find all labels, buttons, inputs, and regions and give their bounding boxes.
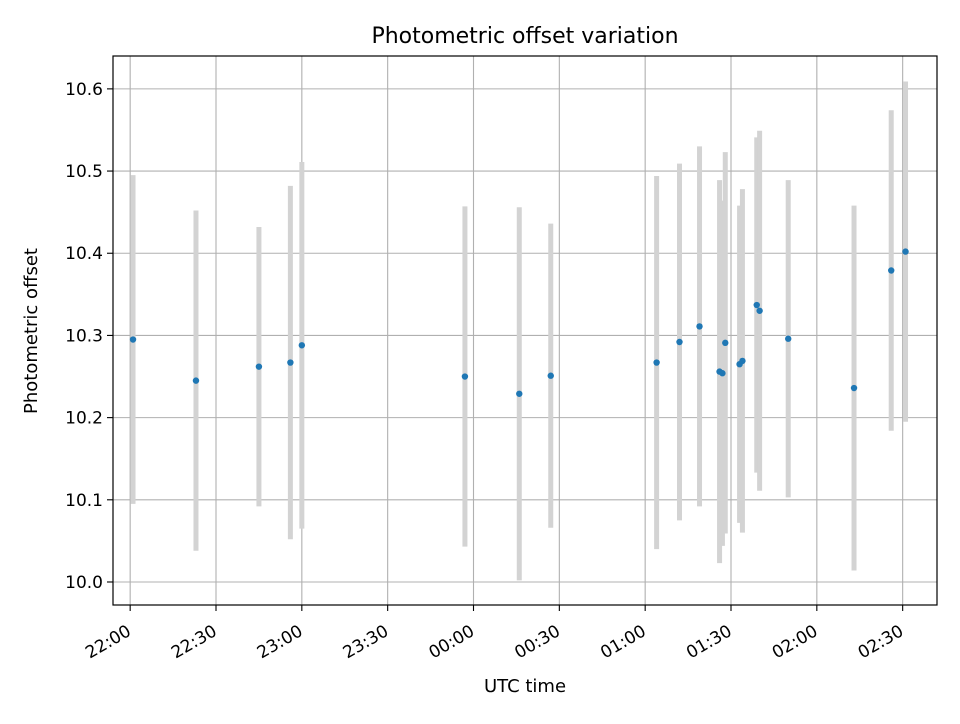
y-tick-label: 10.6 bbox=[65, 80, 103, 100]
data-point bbox=[255, 363, 263, 370]
data-point bbox=[696, 323, 703, 330]
data-point bbox=[129, 336, 137, 343]
data-point bbox=[547, 372, 554, 379]
y-axis-label: Photometric offset bbox=[21, 248, 42, 414]
chart-title: Photometric offset variation bbox=[371, 24, 678, 49]
data-point bbox=[785, 335, 792, 342]
data-point bbox=[739, 357, 746, 365]
y-tick-label: 10.1 bbox=[65, 491, 103, 511]
data-point bbox=[722, 339, 729, 347]
y-tick-label: 10.3 bbox=[65, 326, 103, 346]
y-tick-label: 10.5 bbox=[65, 162, 103, 182]
data-point bbox=[676, 338, 683, 346]
data-point bbox=[287, 359, 294, 366]
data-point bbox=[850, 384, 858, 392]
data-point bbox=[298, 342, 306, 349]
x-axis-label: UTC time bbox=[484, 676, 566, 697]
data-points bbox=[129, 248, 909, 397]
data-point bbox=[192, 377, 200, 384]
data-point bbox=[461, 373, 469, 380]
y-tick-label: 10.4 bbox=[65, 244, 103, 264]
data-point bbox=[888, 267, 895, 274]
plot-frame bbox=[112, 55, 938, 606]
y-tick-label: 10.0 bbox=[65, 573, 103, 593]
data-point bbox=[902, 248, 909, 255]
data-point bbox=[653, 359, 660, 366]
data-point bbox=[719, 370, 726, 377]
y-tick-label: 10.2 bbox=[65, 409, 103, 429]
data-point bbox=[753, 301, 760, 309]
data-point bbox=[516, 390, 523, 397]
grid-lines bbox=[113, 56, 937, 605]
data-point bbox=[756, 307, 763, 314]
